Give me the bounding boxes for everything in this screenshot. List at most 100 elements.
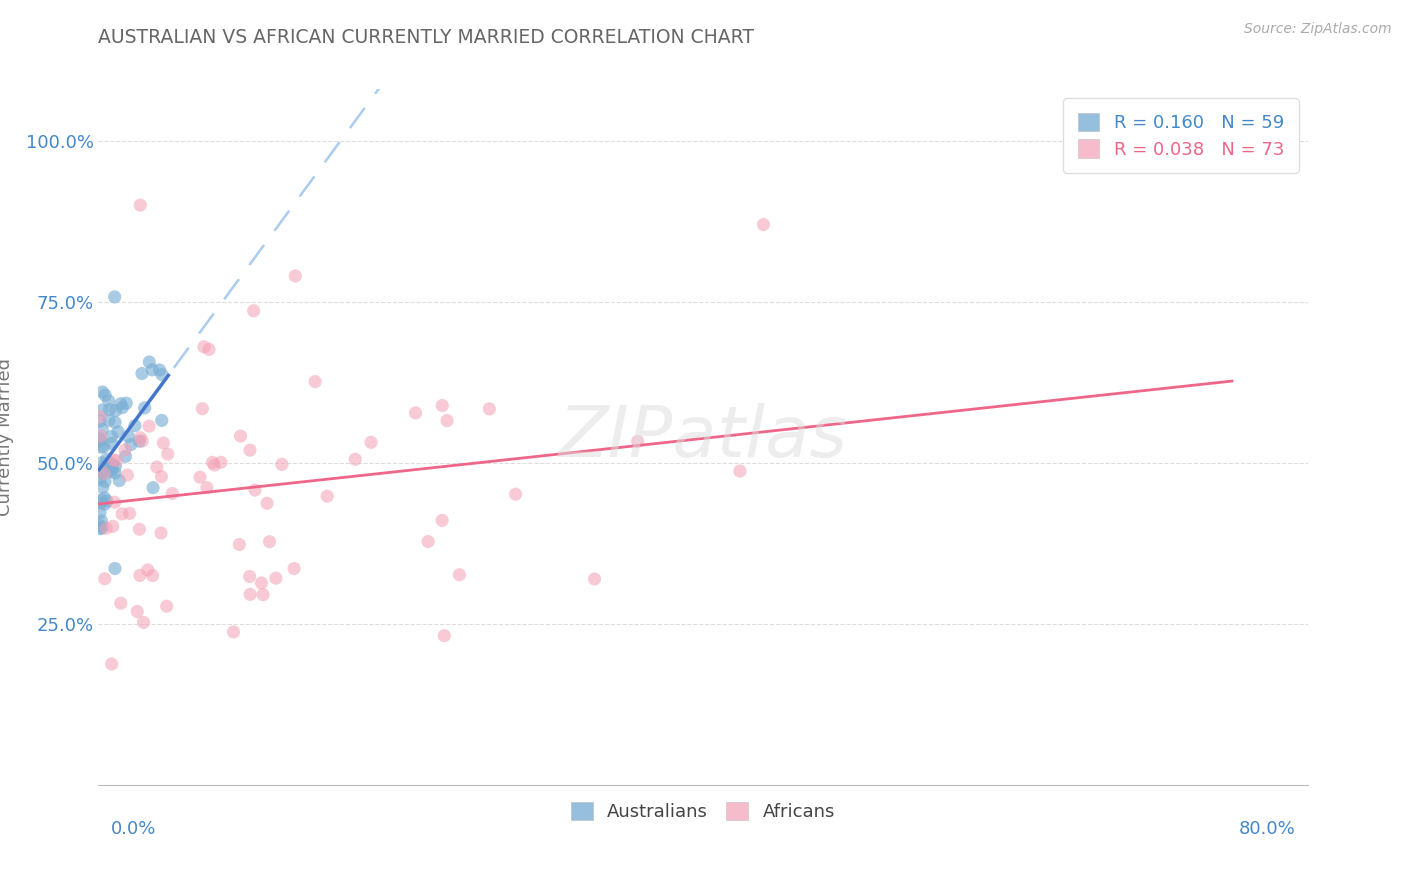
Point bbox=[89, 434, 111, 449]
Point bbox=[150, 413, 173, 427]
Point bbox=[104, 403, 127, 417]
Point bbox=[259, 534, 281, 549]
Point bbox=[96, 521, 118, 535]
Point bbox=[101, 463, 124, 477]
Point bbox=[132, 615, 155, 630]
Point bbox=[90, 456, 112, 470]
Point bbox=[117, 468, 139, 483]
Point bbox=[127, 604, 149, 618]
Point bbox=[264, 571, 287, 585]
Point bbox=[449, 567, 471, 582]
Point bbox=[128, 568, 150, 582]
Point bbox=[104, 459, 127, 474]
Point bbox=[583, 572, 606, 586]
Point bbox=[131, 434, 153, 448]
Point bbox=[94, 458, 117, 473]
Point bbox=[150, 469, 173, 483]
Point bbox=[93, 497, 115, 511]
Point bbox=[91, 403, 114, 417]
Point bbox=[117, 429, 139, 443]
Point bbox=[129, 431, 152, 445]
Point bbox=[90, 492, 112, 507]
Point bbox=[243, 483, 266, 497]
Point bbox=[250, 576, 273, 591]
Point bbox=[120, 437, 142, 451]
Point bbox=[129, 198, 152, 212]
Point bbox=[90, 514, 112, 528]
Point bbox=[90, 429, 112, 443]
Point bbox=[136, 563, 159, 577]
Text: 80.0%: 80.0% bbox=[1239, 820, 1295, 838]
Point bbox=[304, 375, 326, 389]
Point bbox=[239, 443, 262, 458]
Point bbox=[432, 399, 454, 413]
Point bbox=[105, 453, 128, 467]
Point bbox=[91, 384, 114, 399]
Point bbox=[284, 268, 307, 283]
Point bbox=[360, 435, 382, 450]
Point bbox=[89, 522, 111, 536]
Point bbox=[89, 496, 111, 510]
Point bbox=[93, 491, 115, 505]
Point bbox=[101, 458, 124, 472]
Point bbox=[156, 447, 179, 461]
Point bbox=[100, 436, 122, 450]
Point bbox=[104, 495, 127, 509]
Point bbox=[505, 487, 527, 501]
Point bbox=[433, 629, 456, 643]
Point bbox=[209, 455, 232, 469]
Point bbox=[114, 442, 136, 457]
Text: ZIPatlas: ZIPatlas bbox=[558, 402, 848, 472]
Point bbox=[98, 402, 121, 417]
Point bbox=[89, 506, 111, 520]
Point bbox=[104, 416, 127, 430]
Point bbox=[252, 588, 274, 602]
Point bbox=[162, 486, 184, 500]
Point bbox=[416, 534, 439, 549]
Point bbox=[124, 418, 146, 433]
Point bbox=[128, 434, 150, 449]
Point bbox=[97, 393, 120, 408]
Point bbox=[283, 561, 305, 575]
Point bbox=[93, 467, 115, 481]
Point bbox=[96, 494, 118, 508]
Point bbox=[152, 436, 174, 450]
Point bbox=[108, 474, 131, 488]
Point bbox=[344, 452, 367, 467]
Point bbox=[94, 475, 117, 489]
Point bbox=[107, 425, 129, 439]
Point bbox=[93, 440, 115, 454]
Point bbox=[89, 409, 111, 424]
Point bbox=[131, 367, 153, 381]
Point bbox=[202, 458, 225, 472]
Point bbox=[128, 522, 150, 536]
Point bbox=[111, 401, 134, 415]
Point bbox=[239, 569, 262, 583]
Legend: Australians, Africans: Australians, Africans bbox=[564, 794, 842, 828]
Point bbox=[93, 572, 115, 586]
Point bbox=[436, 414, 458, 428]
Point bbox=[193, 340, 215, 354]
Point bbox=[89, 432, 111, 446]
Point bbox=[239, 587, 262, 601]
Point bbox=[111, 507, 134, 521]
Point bbox=[228, 537, 250, 551]
Point bbox=[146, 460, 169, 475]
Point bbox=[271, 458, 294, 472]
Point bbox=[91, 422, 114, 436]
Point bbox=[195, 481, 218, 495]
Point bbox=[91, 521, 114, 535]
Point bbox=[405, 406, 427, 420]
Y-axis label: Currently Married: Currently Married bbox=[0, 358, 14, 516]
Point bbox=[201, 455, 224, 469]
Point bbox=[101, 519, 124, 533]
Text: Source: ZipAtlas.com: Source: ZipAtlas.com bbox=[1244, 22, 1392, 37]
Point bbox=[94, 388, 117, 402]
Point bbox=[148, 363, 170, 377]
Point bbox=[728, 464, 751, 478]
Point bbox=[104, 290, 127, 304]
Point bbox=[141, 363, 163, 377]
Point bbox=[478, 401, 501, 416]
Point bbox=[191, 401, 214, 416]
Point bbox=[138, 419, 160, 434]
